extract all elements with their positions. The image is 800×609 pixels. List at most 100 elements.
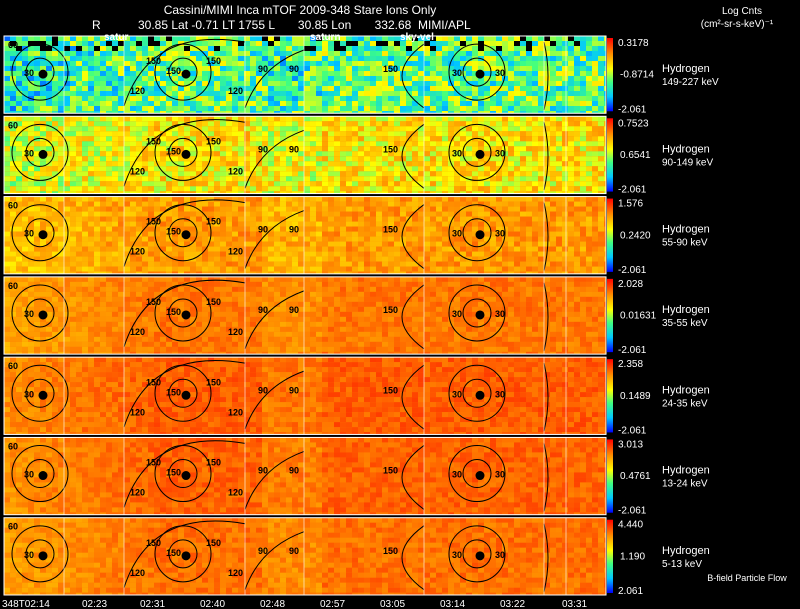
intensity-cell [586,36,592,41]
intensity-cell [568,186,574,192]
intensity-cell [292,261,298,267]
intensity-cell [574,231,580,237]
intensity-cell [370,271,376,274]
intensity-cell [262,146,268,152]
intensity-cell [184,271,190,274]
intensity-cell [604,71,606,76]
intensity-cell [124,66,130,71]
intensity-cell [508,236,514,242]
intensity-cell [460,91,466,96]
intensity-cell [424,151,430,157]
intensity-cell [424,76,430,81]
intensity-cell [472,161,478,167]
intensity-cell [328,111,334,114]
intensity-cell [466,121,472,127]
intensity-cell [406,176,412,182]
intensity-cell [586,126,592,132]
intensity-cell [544,151,550,157]
intensity-cell [496,251,502,257]
intensity-cell [490,216,496,222]
intensity-cell [490,176,496,182]
intensity-cell [424,71,430,76]
intensity-cell [64,81,70,86]
intensity-cell [70,116,76,122]
intensity-cell [364,146,370,152]
intensity-cell [100,101,106,106]
intensity-cell [514,101,520,106]
intensity-cell [10,51,16,56]
intensity-cell [112,36,118,41]
intensity-cell [478,176,484,182]
intensity-cell [520,191,526,194]
intensity-cell [388,81,394,86]
intensity-cell [136,136,142,142]
intensity-cell [340,71,346,76]
intensity-cell [340,241,346,247]
intensity-cell [514,181,520,187]
intensity-cell [100,216,106,222]
intensity-cell [232,221,238,227]
intensity-cell [286,236,292,242]
intensity-cell [586,196,592,202]
intensity-cell [214,66,220,71]
intensity-cell [322,111,328,114]
intensity-cell [388,226,394,232]
intensity-cell [514,161,520,167]
intensity-cell [286,141,292,147]
intensity-cell [568,216,574,222]
intensity-cell [286,131,292,137]
intensity-cell [526,216,532,222]
intensity-cell [316,111,322,114]
intensity-cell [4,46,10,51]
intensity-cell [202,116,208,122]
intensity-cell [412,171,418,177]
intensity-cell [334,91,340,96]
intensity-cell [40,146,46,152]
intensity-cell [346,251,352,257]
intensity-cell [604,91,606,96]
intensity-cell [352,236,358,242]
intensity-cell [64,116,70,122]
intensity-cell [256,36,262,41]
intensity-cell [304,256,310,262]
intensity-cell [592,121,598,127]
intensity-cell [604,196,606,202]
intensity-cell [502,76,508,81]
intensity-cell [574,111,580,114]
intensity-cell [520,256,526,262]
intensity-cell [136,91,142,96]
intensity-cell [484,171,490,177]
intensity-cell [118,221,124,227]
intensity-cell [40,111,46,114]
intensity-cell [52,141,58,147]
intensity-cell [364,96,370,101]
intensity-cell [136,151,142,157]
intensity-cell [172,111,178,114]
intensity-cell [274,231,280,237]
intensity-cell [52,121,58,127]
intensity-cell [352,256,358,262]
intensity-cell [412,271,418,274]
intensity-cell [394,146,400,152]
intensity-cell [232,201,238,207]
intensity-cell [508,261,514,267]
intensity-cell [412,161,418,167]
intensity-cell [184,51,190,56]
intensity-cells [4,276,606,355]
intensity-cell [160,256,166,262]
intensity-cell [340,151,346,157]
intensity-cell [82,36,88,41]
intensity-cell [52,96,58,101]
intensity-cell [142,111,148,114]
intensity-cell [544,226,550,232]
intensity-cell [394,141,400,147]
intensity-cell [388,181,394,187]
intensity-cell [460,41,466,46]
intensity-cell [172,271,178,274]
intensity-cell [562,271,568,274]
intensity-cell [304,101,310,106]
field-direction-dot [475,69,485,79]
intensity-cell [424,246,430,252]
intensity-cell [22,36,28,41]
